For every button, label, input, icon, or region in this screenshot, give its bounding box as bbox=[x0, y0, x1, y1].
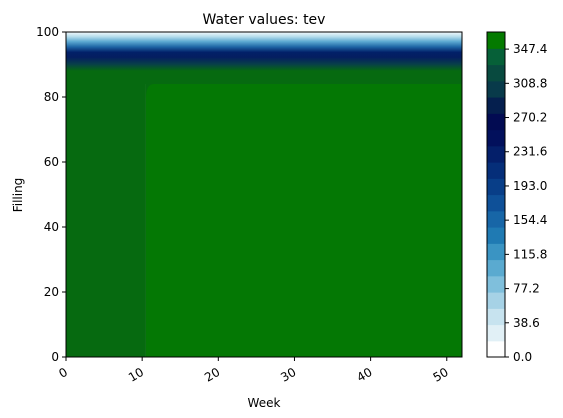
colorbar-cell bbox=[487, 48, 505, 66]
colorbar: 0.0 38.6 77.2 115.8 154.4 193.0 231.6 270.2 308.… bbox=[486, 31, 547, 364]
chart-title: Water values: tev bbox=[203, 12, 326, 28]
colorbar-cell bbox=[487, 292, 505, 309]
heatmap-top-band bbox=[66, 32, 462, 71]
y-axis-label: Filling bbox=[11, 178, 25, 213]
colorbar-tick-label: 77.2 bbox=[513, 282, 540, 296]
colorbar-cell bbox=[487, 340, 505, 358]
heatmap-regions bbox=[66, 71, 462, 357]
plot-area bbox=[65, 31, 463, 358]
plot-frame bbox=[65, 31, 463, 358]
colorbar-cell bbox=[487, 64, 505, 82]
colorbar-cell bbox=[487, 259, 505, 277]
x-tick-label: 30 bbox=[278, 365, 298, 385]
colorbar-tick-label: 270.2 bbox=[513, 111, 547, 125]
y-tick-label: 60 bbox=[44, 155, 59, 169]
colorbar-tick-label: 0.0 bbox=[513, 350, 532, 364]
x-tick-label: 50 bbox=[431, 365, 451, 385]
colorbar-cell bbox=[487, 129, 505, 147]
colorbar-tick-label: 115.8 bbox=[513, 247, 547, 261]
colorbar-cell bbox=[487, 162, 505, 179]
colorbar-ticks: 0.0 38.6 77.2 115.8 154.4 193.0 231.6 270.2 308.… bbox=[505, 42, 547, 364]
x-tick-label: 0 bbox=[56, 365, 70, 381]
x-tick-label: 40 bbox=[354, 365, 374, 385]
colorbar-tick-label: 154.4 bbox=[513, 213, 547, 227]
heatmap-region bbox=[66, 71, 462, 84]
x-axis: 0 10 20 30 40 50 bbox=[56, 357, 451, 385]
colorbar-cell bbox=[487, 80, 505, 98]
colorbar-cell bbox=[487, 243, 505, 261]
colorbar-tick-label: 308.8 bbox=[513, 76, 547, 90]
heatmap-region bbox=[145, 84, 462, 357]
colorbar-cell bbox=[487, 32, 505, 49]
colorbar-cell bbox=[487, 324, 505, 342]
colorbar-tick-label: 193.0 bbox=[513, 179, 547, 193]
x-tick-label: 20 bbox=[202, 365, 222, 385]
colorbar-cell bbox=[487, 113, 505, 131]
colorbar-cell bbox=[487, 194, 505, 212]
colorbar-cells bbox=[487, 32, 505, 358]
colorbar-cell bbox=[487, 178, 505, 196]
colorbar-cell bbox=[487, 227, 505, 244]
colorbar-cell bbox=[487, 210, 505, 228]
colorbar-frame bbox=[486, 31, 506, 358]
y-axis: 0 20 40 60 80 100 bbox=[36, 25, 66, 364]
y-tick-label: 100 bbox=[36, 25, 59, 39]
x-tick-label: 10 bbox=[126, 365, 146, 385]
y-tick-label: 40 bbox=[44, 220, 59, 234]
colorbar-tick-label: 38.6 bbox=[513, 316, 540, 330]
colorbar-tick-label: 231.6 bbox=[513, 145, 547, 159]
y-tick-label: 0 bbox=[51, 350, 59, 364]
y-tick-label: 20 bbox=[44, 285, 59, 299]
colorbar-tick-label: 347.4 bbox=[513, 42, 547, 56]
heatmap-region bbox=[66, 77, 146, 357]
colorbar-cell bbox=[487, 145, 505, 163]
y-tick-label: 80 bbox=[44, 90, 59, 104]
heatmap-region-corner bbox=[145, 84, 154, 98]
colorbar-cell bbox=[487, 308, 505, 326]
x-axis-label: Week bbox=[248, 396, 281, 410]
colorbar-cell bbox=[487, 97, 505, 114]
colorbar-cell bbox=[487, 275, 505, 293]
